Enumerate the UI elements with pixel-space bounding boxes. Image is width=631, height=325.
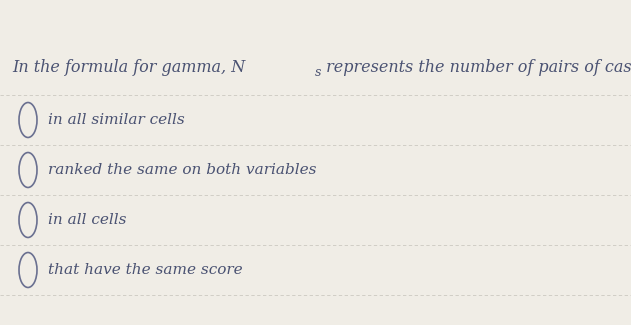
- Text: represents the number of pairs of cases: represents the number of pairs of cases: [321, 59, 631, 76]
- Text: ranked the same on both variables: ranked the same on both variables: [48, 163, 317, 177]
- Text: in all cells: in all cells: [48, 213, 126, 227]
- Text: in all similar cells: in all similar cells: [48, 113, 185, 127]
- Text: that have the same score: that have the same score: [48, 263, 243, 277]
- Text: In the formula for gamma, N: In the formula for gamma, N: [12, 59, 245, 76]
- Text: s: s: [315, 67, 321, 80]
